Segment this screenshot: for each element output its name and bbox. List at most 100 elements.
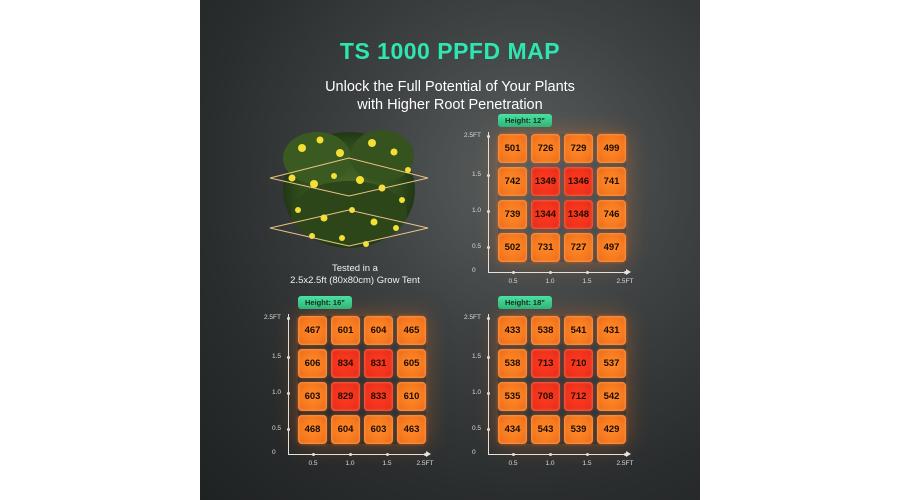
ppfd-cell: 726	[531, 134, 560, 163]
x-axis-line	[288, 454, 428, 455]
caption-line-1: Tested in a	[332, 263, 378, 274]
ppfd-cell: 713	[531, 349, 560, 378]
ppfd-cell: 604	[364, 316, 393, 345]
y-tick-label: 1.0	[471, 389, 481, 396]
ppfd-cell: 543	[531, 415, 560, 444]
x-axis-line	[488, 272, 628, 273]
y-tick-mark	[287, 392, 290, 395]
origin-label: 0	[472, 449, 476, 456]
x-tick-mark	[624, 271, 627, 274]
y-tick-mark	[487, 356, 490, 359]
ppfd-cell: 710	[564, 349, 593, 378]
ppfd-cell: 431	[597, 316, 626, 345]
y-tick-label: 0.5	[471, 425, 481, 432]
ppfd-cell: 829	[331, 382, 360, 411]
ppfd-grid: 501 726 729 499 742 1349 1346 741 739 1344 1348 746…	[498, 134, 626, 262]
ppfd-cell: 739	[498, 200, 527, 229]
ppfd-cell: 605	[397, 349, 426, 378]
x-tick-label: 0.5	[308, 460, 318, 467]
ppfd-cell: 729	[564, 134, 593, 163]
x-tick-label: 2.5FT	[616, 278, 634, 285]
subtitle-line-2: with Higher Root Penetration	[357, 97, 543, 113]
ppfd-cell: 834	[331, 349, 360, 378]
page-title: TS 1000 PPFD MAP	[339, 38, 561, 64]
ppfd-cell: 1348	[564, 200, 593, 229]
ppfd-cell: 731	[531, 233, 560, 262]
y-tick-label: 1.0	[271, 389, 281, 396]
y-tick-label: 1.5	[271, 353, 281, 360]
y-tick-mark	[487, 392, 490, 395]
ppfd-cell: 601	[331, 316, 360, 345]
ppfd-cell: 539	[564, 415, 593, 444]
y-tick-mark	[487, 210, 490, 213]
ppfd-cell: 433	[498, 316, 527, 345]
y-tick-label: 2.5FT	[464, 314, 481, 321]
caption-line-2: 2.5x2.5ft (80x80cm) Grow Tent	[290, 274, 420, 286]
x-tick-label: 1.5	[382, 460, 392, 467]
ppfd-cell: 497	[597, 233, 626, 262]
y-tick-mark	[487, 246, 490, 249]
x-tick-mark	[424, 453, 427, 456]
ppfd-cell: 467	[298, 316, 327, 345]
ppfd-cell: 465	[397, 316, 426, 345]
x-tick-mark	[586, 453, 589, 456]
x-tick-label: 0.5	[508, 278, 518, 285]
ppfd-cell: 746	[597, 200, 626, 229]
ppfd-cell: 741	[597, 167, 626, 196]
ppfd-map-2: Height: 16" 2.5FT 1.5 1.0 0.5 0.5 1.0 1.5 2.5FT 0…	[250, 296, 433, 476]
ppfd-cell: 712	[564, 382, 593, 411]
ppfd-cell: 606	[298, 349, 327, 378]
ppfd-cell: 708	[531, 382, 560, 411]
height-badge: Height: 18"	[498, 296, 552, 309]
y-tick-label: 0.5	[271, 425, 281, 432]
ppfd-cell: 603	[298, 382, 327, 411]
ppfd-cell: 542	[597, 382, 626, 411]
test-caption: Tested in a 2.5x2.5ft (80x80cm) Grow Ten…	[270, 263, 440, 286]
ppfd-cell: 538	[498, 349, 527, 378]
ppfd-cell: 1344	[531, 200, 560, 229]
ppfd-cell: 1346	[564, 167, 593, 196]
ppfd-cell: 499	[597, 134, 626, 163]
ppfd-cell: 535	[498, 382, 527, 411]
x-tick-mark	[512, 453, 515, 456]
x-tick-mark	[349, 453, 352, 456]
x-tick-mark	[312, 453, 315, 456]
y-tick-label: 1.5	[471, 171, 481, 178]
x-tick-mark	[586, 271, 589, 274]
y-tick-label: 2.5FT	[464, 132, 481, 139]
ppfd-cell: 727	[564, 233, 593, 262]
y-tick-label: 2.5FT	[264, 314, 281, 321]
ppfd-cell: 537	[597, 349, 626, 378]
ppfd-cell: 463	[397, 415, 426, 444]
origin-label: 0	[472, 267, 476, 274]
x-tick-label: 1.0	[545, 460, 555, 467]
height-badge: Height: 12"	[498, 114, 552, 127]
x-tick-mark	[549, 271, 552, 274]
x-tick-mark	[512, 271, 515, 274]
ppfd-cell: 501	[498, 134, 527, 163]
ppfd-cell: 434	[498, 415, 527, 444]
ppfd-cell: 604	[331, 415, 360, 444]
ppfd-cell: 429	[597, 415, 626, 444]
x-tick-label: 1.5	[582, 460, 592, 467]
ppfd-grid: 467 601 604 465 606 834 831 605 603 829 833 610 468 6…	[298, 316, 426, 444]
height-badge: Height: 16"	[298, 296, 352, 309]
subtitle: Unlock the Full Potential of Your Plants…	[200, 78, 700, 114]
x-tick-mark	[386, 453, 389, 456]
y-tick-mark	[487, 428, 490, 431]
y-tick-label: 1.0	[471, 207, 481, 214]
y-tick-mark	[487, 174, 490, 177]
x-axis-arrow-icon	[626, 451, 631, 457]
x-tick-label: 2.5FT	[616, 460, 634, 467]
ppfd-cell: 541	[564, 316, 593, 345]
y-tick-mark	[487, 317, 490, 320]
y-tick-mark	[487, 135, 490, 138]
x-tick-label: 2.5FT	[416, 460, 434, 467]
ppfd-cell: 831	[364, 349, 393, 378]
y-axis-line	[488, 132, 489, 272]
y-tick-mark	[287, 317, 290, 320]
y-tick-label: 0.5	[471, 243, 481, 250]
plant-image	[269, 130, 429, 248]
x-tick-label: 0.5	[508, 460, 518, 467]
y-axis-line	[288, 314, 289, 454]
